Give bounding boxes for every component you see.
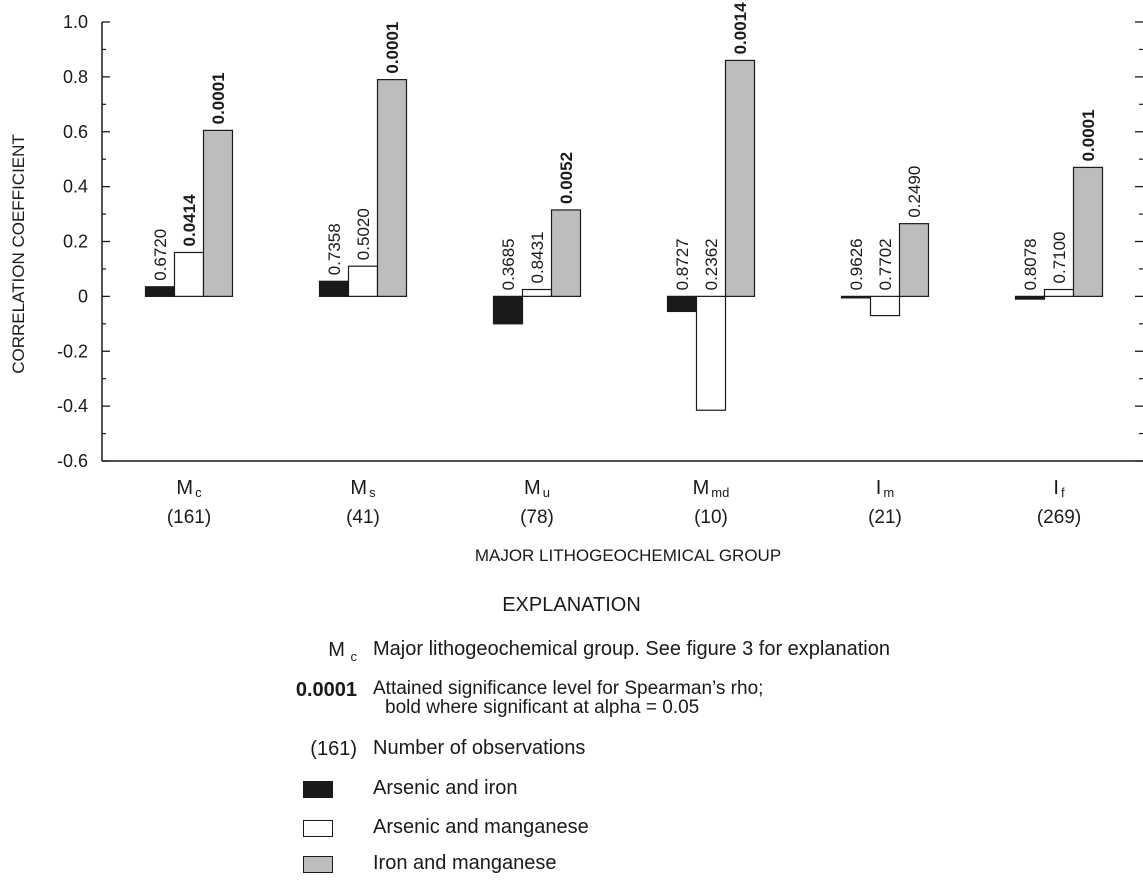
bar bbox=[726, 60, 755, 296]
bar-pvalue-label: 0.5020 bbox=[354, 208, 373, 260]
x-category-count: (161) bbox=[167, 507, 211, 528]
bar-pvalue-label: 0.0001 bbox=[1079, 109, 1098, 161]
bar bbox=[1045, 290, 1074, 297]
x-category-count: (21) bbox=[868, 507, 902, 528]
bar-pvalue-label: 0.9626 bbox=[847, 238, 866, 290]
bar bbox=[175, 252, 204, 296]
bar bbox=[146, 287, 175, 297]
bar-pvalue-label: 0.8078 bbox=[1021, 238, 1040, 290]
bars bbox=[146, 60, 1103, 410]
bar-pvalue-label: 0.7100 bbox=[1050, 232, 1069, 284]
x-category-label: Ms bbox=[350, 477, 376, 500]
x-category-label: Mu bbox=[524, 477, 550, 500]
bar bbox=[842, 296, 871, 298]
bar-labels: 0.6720 0.0414 0.0001 0.7358 0.5020 0.0001 0.36… bbox=[151, 2, 1098, 291]
y-tick-label: 0 bbox=[78, 286, 88, 306]
bar-pvalue-label: 0.0014 bbox=[731, 2, 750, 55]
x-category-label: Mc bbox=[176, 477, 202, 500]
bar-pvalue-label: 0.3685 bbox=[499, 238, 518, 290]
y-tick-label: 0.8 bbox=[63, 67, 88, 87]
x-category-label: Mmd bbox=[693, 477, 730, 500]
y-tick-label: -0.6 bbox=[57, 451, 88, 471]
y-tick-label: 0.2 bbox=[63, 232, 88, 252]
bar-pvalue-label: 0.0052 bbox=[557, 152, 576, 204]
bar bbox=[552, 210, 581, 296]
bar bbox=[900, 224, 929, 297]
bar bbox=[1074, 167, 1103, 296]
bar-pvalue-label: 0.7702 bbox=[876, 238, 895, 290]
bar bbox=[320, 281, 349, 296]
bar-pvalue-label: 0.2490 bbox=[905, 166, 924, 218]
bar-pvalue-label: 0.8727 bbox=[673, 238, 692, 290]
bar bbox=[349, 266, 378, 296]
x-category-count: (269) bbox=[1037, 507, 1081, 528]
bar bbox=[668, 296, 697, 311]
bar bbox=[871, 296, 900, 315]
y-axis-label: CORRELATION COEFFICIENT bbox=[9, 134, 28, 374]
x-category-label: Im bbox=[876, 477, 894, 500]
bar bbox=[204, 130, 233, 296]
y-tick-label: 0.6 bbox=[63, 122, 88, 142]
x-category-count: (10) bbox=[694, 507, 728, 528]
bar bbox=[1016, 296, 1045, 299]
bar bbox=[697, 296, 726, 410]
y-tick-label: -0.2 bbox=[57, 341, 88, 361]
bar bbox=[494, 296, 523, 323]
y-tick-label: 1.0 bbox=[63, 12, 88, 32]
y-tick-label: -0.4 bbox=[57, 396, 88, 416]
x-category-label: If bbox=[1053, 477, 1065, 500]
bar bbox=[378, 80, 407, 297]
x-category-count: (78) bbox=[520, 507, 554, 528]
x-axis-label: MAJOR LITHOGEOCHEMICAL GROUP bbox=[475, 546, 781, 565]
bar-pvalue-label: 0.0001 bbox=[209, 72, 228, 124]
y-tick-label: 0.4 bbox=[63, 177, 88, 197]
bar-pvalue-label: 0.0414 bbox=[180, 194, 199, 247]
bar-pvalue-label: 0.0001 bbox=[383, 22, 402, 74]
bar-pvalue-label: 0.2362 bbox=[702, 238, 721, 290]
bar-pvalue-label: 0.6720 bbox=[151, 229, 170, 281]
bar-pvalue-label: 0.8431 bbox=[528, 232, 547, 284]
x-category-count: (41) bbox=[346, 507, 380, 528]
bar bbox=[523, 290, 552, 297]
bar-pvalue-label: 0.7358 bbox=[325, 223, 344, 275]
